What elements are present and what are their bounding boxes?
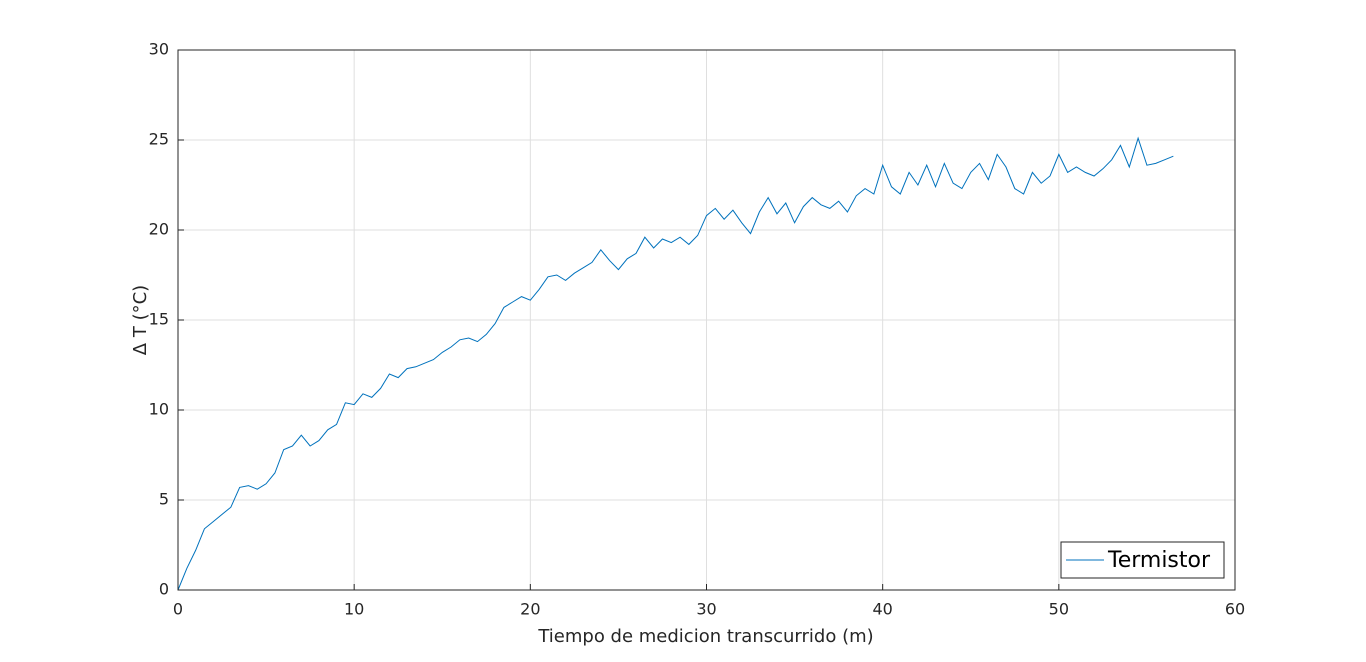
y-tick-label: 10	[149, 400, 169, 419]
plot	[177, 136, 1174, 591]
x-tick-label: 0	[173, 600, 183, 619]
x-tick-label: 10	[344, 600, 364, 619]
x-tick-label: 60	[1225, 600, 1245, 619]
x-tick-label: 20	[520, 600, 540, 619]
y-tick-label: 20	[149, 220, 169, 239]
y-tick-label: 15	[149, 310, 169, 329]
y-tick-label: 0	[159, 580, 169, 599]
y-tick-label: 5	[159, 490, 169, 509]
data-line	[177, 136, 1174, 591]
legend-label: Termistor	[1107, 548, 1211, 573]
x-tick-label: 30	[696, 600, 716, 619]
y-tick-label: 30	[149, 40, 169, 59]
legend: Termistor	[1060, 541, 1225, 579]
y-tick-label: 25	[149, 130, 169, 149]
x-tick-label: 50	[1049, 600, 1069, 619]
y-axis-label: Δ T (°C)	[130, 285, 151, 355]
x-tick-label: 40	[872, 600, 892, 619]
x-axis-label: Tiempo de medicion transcurrido (m)	[537, 626, 873, 647]
